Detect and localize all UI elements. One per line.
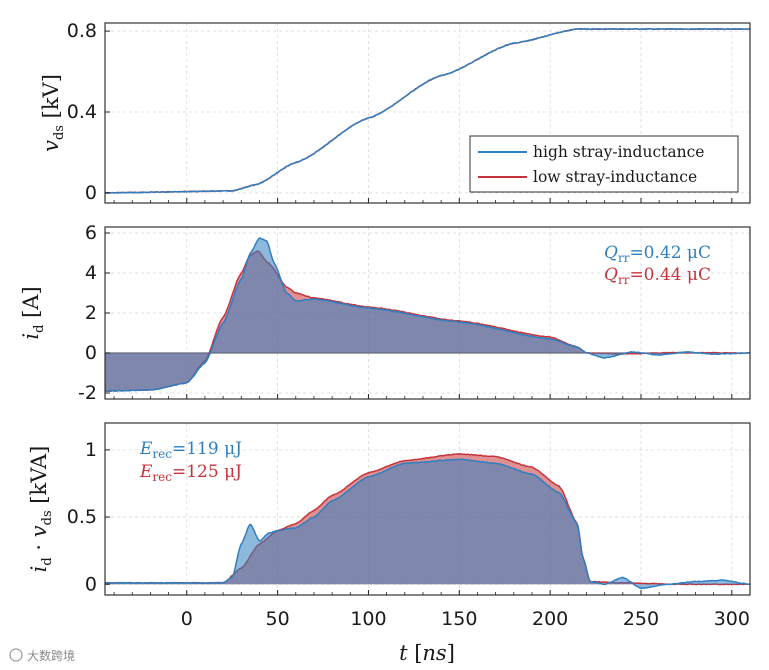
erec-high-sub: rec [152, 447, 172, 461]
x-tick-label: 0 [181, 608, 193, 630]
power-panel-frame [104, 422, 751, 596]
qrr-annotation-high: Qrr=0.42 μC [604, 243, 711, 265]
power-panel: 0 0.5 1 0 50 100 150 200 250 300 id · vds [kVA] E… [27, 422, 751, 630]
qrr-low-symbol: Q [604, 265, 618, 285]
voltage-panel-series [104, 27, 750, 194]
erec-annotation-high: Erec=119 μJ [139, 439, 242, 461]
current-panel-background [105, 227, 750, 399]
erec-low-value: =125 μJ [172, 462, 242, 482]
erec-low-sub: rec [152, 470, 172, 484]
erec-high-value: =119 μJ [172, 439, 242, 459]
y-tick-label: 0.5 [67, 506, 97, 528]
legend-label-high: high stray-inductance [533, 143, 704, 161]
y-tick-label: 0 [85, 182, 97, 204]
current-panel-series [104, 237, 750, 393]
qrr-low-value: =0.44 μC [629, 265, 711, 285]
erec-high-symbol: E [139, 439, 153, 459]
x-tick-label: 100 [350, 608, 386, 630]
legend: high stray-inductance low stray-inductan… [469, 135, 739, 193]
high-stray-area [105, 459, 750, 589]
y-tick-label: 1 [85, 439, 97, 461]
y-tick-label: 0 [85, 342, 97, 364]
power-panel-ticks: 0 0.5 1 0 50 100 150 200 250 300 [67, 439, 751, 630]
erec-annotation-low: Erec=125 μJ [139, 462, 242, 484]
y-tick-label: 4 [85, 262, 97, 284]
y-tick-label: 0 [85, 573, 97, 595]
high-stray-line [104, 458, 750, 590]
high-stray-line [104, 27, 750, 194]
x-tick-label: 300 [714, 608, 750, 630]
y-tick-label: 0.4 [67, 101, 97, 123]
qrr-low-sub: rr [618, 273, 630, 287]
time-axis-label: t [ns] [399, 641, 455, 665]
qrr-high-sub: rr [618, 251, 630, 265]
x-tick-label: 50 [266, 608, 290, 630]
qrr-high-symbol: Q [604, 243, 618, 263]
power-panel-series [104, 453, 750, 590]
voltage-panel-ticks: 0 0.4 0.8 [67, 20, 751, 204]
current-panel-ticks: -2 0 2 4 6 [78, 222, 751, 404]
power-axis-label: id · vds [kVA] [27, 446, 55, 573]
erec-low-symbol: E [139, 462, 153, 482]
y-tick-label: 6 [85, 222, 97, 244]
y-tick-label: -2 [78, 382, 97, 404]
qrr-high-value: =0.42 μC [629, 243, 711, 263]
y-tick-label: 2 [85, 302, 97, 324]
voltage-panel-frame [104, 22, 751, 204]
y-tick-label: 0.8 [67, 20, 97, 42]
high-stray-line [104, 237, 750, 392]
current-axis-label: id [A] [19, 286, 47, 339]
legend-box [469, 135, 739, 193]
watermark: 大数跨境 [9, 648, 75, 663]
watermark-text: 大数跨境 [27, 648, 75, 663]
voltage-panel: 0 0.4 0.8 vds [kV] high stray-inductance l… [39, 20, 751, 204]
watermark-logo-icon [9, 648, 23, 662]
voltage-axis-label: vds [kV] [39, 74, 67, 152]
x-tick-label: 150 [441, 608, 477, 630]
high-stray-area [105, 238, 750, 392]
x-tick-label: 250 [623, 608, 659, 630]
x-tick-label: 200 [532, 608, 568, 630]
legend-label-low: low stray-inductance [533, 168, 697, 186]
qrr-annotation-low: Qrr=0.44 μC [604, 265, 711, 287]
